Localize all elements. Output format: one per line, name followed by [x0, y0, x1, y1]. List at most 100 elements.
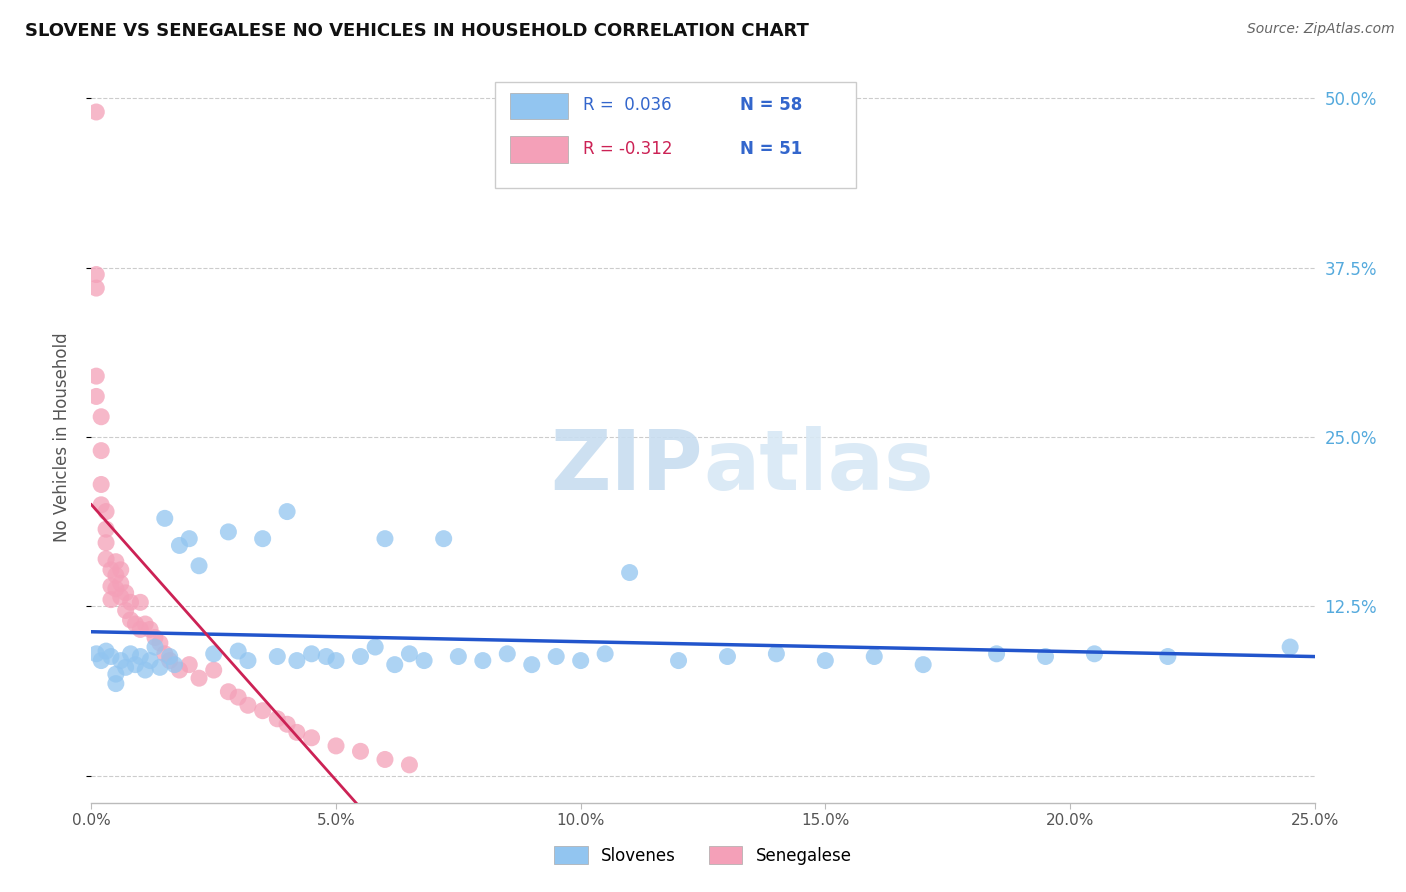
Point	[94, 535, 117, 549]
Point	[217, 684, 239, 698]
Point	[188, 558, 211, 573]
Y-axis label: No Vehicles in Household: No Vehicles in Household	[52, 332, 70, 542]
Point	[84, 268, 107, 282]
FancyBboxPatch shape	[510, 93, 568, 119]
Point	[349, 649, 371, 664]
Point	[384, 657, 406, 672]
Text: N = 58: N = 58	[740, 96, 801, 114]
Point	[84, 369, 107, 384]
Point	[110, 563, 132, 577]
Point	[94, 522, 117, 536]
Point	[236, 698, 259, 713]
Point	[129, 623, 152, 637]
Point	[315, 649, 337, 664]
FancyBboxPatch shape	[495, 82, 856, 188]
Point	[94, 644, 117, 658]
Point	[124, 657, 146, 672]
Point	[159, 649, 181, 664]
Point	[179, 532, 201, 546]
Point	[276, 717, 298, 731]
Point	[765, 647, 787, 661]
Point	[179, 657, 201, 672]
Point	[110, 590, 132, 604]
Point	[236, 654, 259, 668]
Point	[252, 532, 274, 546]
Point	[301, 731, 323, 745]
Point	[100, 563, 122, 577]
Point	[94, 552, 117, 566]
Point	[129, 649, 152, 664]
Point	[114, 586, 136, 600]
Point	[139, 623, 162, 637]
Point	[398, 757, 420, 772]
Point	[104, 568, 127, 582]
Point	[863, 649, 886, 664]
Point	[114, 603, 136, 617]
Point	[226, 690, 249, 705]
Point	[619, 566, 641, 580]
Point	[546, 649, 568, 664]
Point	[986, 647, 1008, 661]
Point	[84, 647, 107, 661]
Point	[447, 649, 470, 664]
Point	[520, 657, 543, 672]
Point	[374, 752, 396, 766]
Legend: Slovenes, Senegalese: Slovenes, Senegalese	[547, 839, 859, 871]
Point	[266, 712, 288, 726]
Point	[202, 663, 225, 677]
Point	[226, 644, 249, 658]
Point	[169, 663, 191, 677]
Point	[120, 647, 142, 661]
Point	[364, 640, 387, 654]
Point	[110, 654, 132, 668]
Point	[169, 538, 191, 552]
FancyBboxPatch shape	[510, 136, 568, 162]
Point	[668, 654, 690, 668]
Point	[94, 505, 117, 519]
Point	[159, 654, 181, 668]
Point	[104, 582, 127, 596]
Point	[139, 654, 162, 668]
Point	[716, 649, 738, 664]
Point	[120, 595, 142, 609]
Point	[149, 636, 172, 650]
Point	[84, 281, 107, 295]
Point	[90, 409, 112, 424]
Point	[114, 660, 136, 674]
Point	[90, 443, 112, 458]
Point	[433, 532, 456, 546]
Point	[1157, 649, 1180, 664]
Point	[569, 654, 592, 668]
Point	[252, 704, 274, 718]
Point	[110, 576, 132, 591]
Point	[104, 667, 127, 681]
Point	[129, 595, 152, 609]
Point	[413, 654, 436, 668]
Point	[471, 654, 494, 668]
Point	[124, 617, 146, 632]
Text: atlas: atlas	[703, 425, 934, 507]
Point	[120, 613, 142, 627]
Text: ZIP: ZIP	[551, 425, 703, 507]
Text: SLOVENE VS SENEGALESE NO VEHICLES IN HOUSEHOLD CORRELATION CHART: SLOVENE VS SENEGALESE NO VEHICLES IN HOU…	[25, 22, 810, 40]
Text: R =  0.036: R = 0.036	[583, 96, 672, 114]
Text: N = 51: N = 51	[740, 140, 801, 158]
Point	[163, 657, 186, 672]
Point	[325, 654, 347, 668]
Point	[84, 389, 107, 403]
Point	[84, 105, 107, 120]
Point	[143, 640, 166, 654]
Point	[301, 647, 323, 661]
Point	[285, 725, 308, 739]
Point	[285, 654, 308, 668]
Point	[814, 654, 837, 668]
Point	[134, 617, 156, 632]
Point	[188, 671, 211, 685]
Point	[134, 663, 156, 677]
Point	[1083, 647, 1105, 661]
Point	[276, 505, 298, 519]
Text: Source: ZipAtlas.com: Source: ZipAtlas.com	[1247, 22, 1395, 37]
Point	[202, 647, 225, 661]
Point	[266, 649, 288, 664]
Point	[1279, 640, 1302, 654]
